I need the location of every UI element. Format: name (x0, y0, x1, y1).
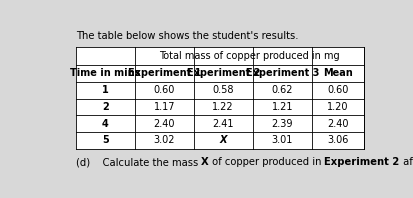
Text: 2.39: 2.39 (272, 119, 293, 129)
Text: 0.60: 0.60 (327, 85, 349, 95)
Text: The table below shows the student's results.: The table below shows the student's resu… (76, 31, 298, 41)
Text: Mean: Mean (323, 69, 353, 78)
Text: X: X (220, 135, 227, 145)
Text: 0.58: 0.58 (213, 85, 234, 95)
Text: Time in mins: Time in mins (70, 69, 140, 78)
Text: 1.22: 1.22 (212, 102, 234, 112)
Text: 2.40: 2.40 (327, 119, 349, 129)
Text: after 5 minutes.: after 5 minutes. (400, 157, 413, 168)
Text: Experiment 3: Experiment 3 (246, 69, 319, 78)
Text: 3.02: 3.02 (154, 135, 175, 145)
Text: 0.60: 0.60 (154, 85, 175, 95)
Text: Experiment 2: Experiment 2 (324, 157, 400, 168)
Text: (d)    Calculate the mass: (d) Calculate the mass (76, 157, 201, 168)
Text: 4: 4 (102, 119, 109, 129)
Text: 2.41: 2.41 (213, 119, 234, 129)
Text: 2.40: 2.40 (154, 119, 175, 129)
Text: 0.62: 0.62 (272, 85, 293, 95)
Text: 1.17: 1.17 (154, 102, 175, 112)
Text: 1.20: 1.20 (327, 102, 349, 112)
Text: 2: 2 (102, 102, 109, 112)
Text: 1.21: 1.21 (272, 102, 293, 112)
Text: 3.01: 3.01 (272, 135, 293, 145)
Text: Experiment 1: Experiment 1 (128, 69, 201, 78)
Bar (76, 47, 364, 149)
Text: 3.06: 3.06 (327, 135, 349, 145)
Text: 5: 5 (102, 135, 109, 145)
Text: Total mass of copper produced in mg: Total mass of copper produced in mg (159, 51, 339, 61)
Text: X: X (201, 157, 209, 168)
Text: 1: 1 (102, 85, 109, 95)
Text: Experiment 2: Experiment 2 (187, 69, 260, 78)
Text: of copper produced in: of copper produced in (209, 157, 324, 168)
